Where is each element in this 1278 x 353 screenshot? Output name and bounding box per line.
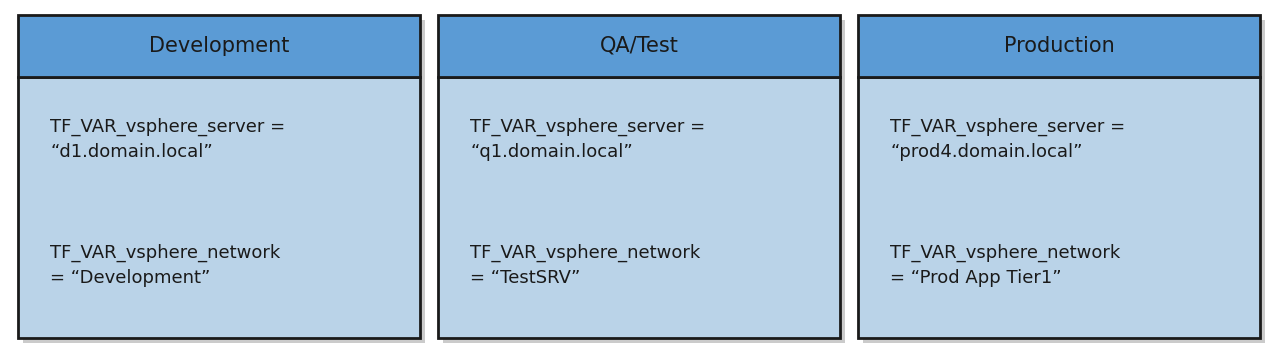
Bar bbox=[18, 77, 420, 338]
Text: TF_VAR_vsphere_server =
“q1.domain.local”: TF_VAR_vsphere_server = “q1.domain.local… bbox=[470, 118, 705, 161]
Bar bbox=[23, 20, 426, 343]
Text: TF_VAR_vsphere_server =
“d1.domain.local”: TF_VAR_vsphere_server = “d1.domain.local… bbox=[50, 118, 285, 161]
Text: Production: Production bbox=[1003, 36, 1114, 56]
Bar bbox=[438, 15, 840, 77]
Text: TF_VAR_vsphere_network
= “Prod App Tier1”: TF_VAR_vsphere_network = “Prod App Tier1… bbox=[891, 243, 1121, 287]
Text: TF_VAR_vsphere_network
= “TestSRV”: TF_VAR_vsphere_network = “TestSRV” bbox=[470, 243, 700, 287]
Bar bbox=[863, 20, 1265, 343]
Bar bbox=[858, 77, 1260, 338]
Bar bbox=[858, 15, 1260, 77]
Text: QA/Test: QA/Test bbox=[599, 36, 679, 56]
Bar bbox=[443, 20, 845, 343]
Text: TF_VAR_vsphere_server =
“prod4.domain.local”: TF_VAR_vsphere_server = “prod4.domain.lo… bbox=[891, 118, 1126, 161]
Bar bbox=[18, 15, 420, 77]
Text: TF_VAR_vsphere_network
= “Development”: TF_VAR_vsphere_network = “Development” bbox=[50, 243, 280, 287]
Text: Development: Development bbox=[148, 36, 289, 56]
Bar bbox=[438, 77, 840, 338]
